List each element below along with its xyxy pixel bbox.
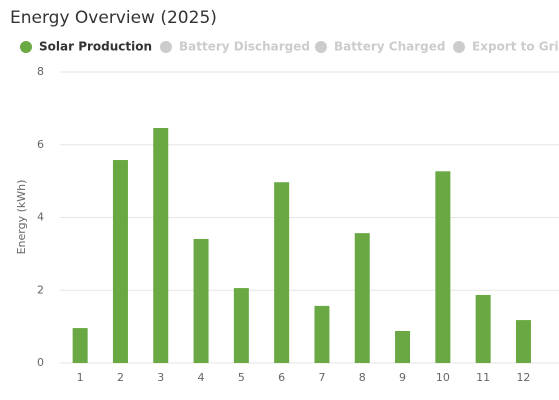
legend-label[interactable]: Battery Charged — [334, 40, 445, 54]
legend-marker[interactable] — [20, 41, 32, 53]
y-axis-label: Energy (kWh) — [15, 180, 28, 255]
bar — [435, 171, 451, 363]
y-tick-label: 0 — [37, 356, 44, 369]
bar — [193, 238, 209, 363]
x-tick-label: 2 — [117, 371, 124, 384]
y-tick-label: 2 — [37, 283, 44, 296]
bar — [112, 160, 128, 363]
legend-marker[interactable] — [315, 41, 327, 53]
bar — [72, 328, 88, 363]
bar — [153, 128, 169, 363]
x-tick-label: 5 — [238, 371, 245, 384]
x-tick-label: 8 — [359, 371, 366, 384]
x-tick-label: 4 — [198, 371, 205, 384]
bar — [314, 305, 330, 363]
bar — [475, 294, 491, 363]
chart-title: Energy Overview (2025) — [10, 8, 217, 28]
x-tick-label: 11 — [476, 371, 490, 384]
x-tick-label: 1 — [77, 371, 84, 384]
bar — [395, 330, 411, 363]
x-tick-label: 6 — [278, 371, 285, 384]
y-tick-label: 6 — [37, 138, 44, 151]
legend-marker[interactable] — [453, 41, 465, 53]
y-tick-label: 4 — [37, 211, 44, 224]
bar — [274, 182, 290, 363]
bar — [233, 288, 249, 363]
legend-label[interactable]: Export to Grid — [472, 40, 559, 54]
bar — [515, 320, 531, 363]
x-tick-label: 10 — [436, 371, 450, 384]
x-tick-label: 7 — [318, 371, 325, 384]
legend-marker[interactable] — [160, 41, 172, 53]
bar — [354, 233, 370, 363]
x-tick-label: 12 — [516, 371, 530, 384]
x-tick-label: 9 — [399, 371, 406, 384]
y-tick-label: 8 — [37, 65, 44, 78]
x-tick-label: 3 — [157, 371, 164, 384]
legend-label[interactable]: Solar Production — [39, 40, 152, 54]
legend-label[interactable]: Battery Discharged — [179, 40, 310, 54]
